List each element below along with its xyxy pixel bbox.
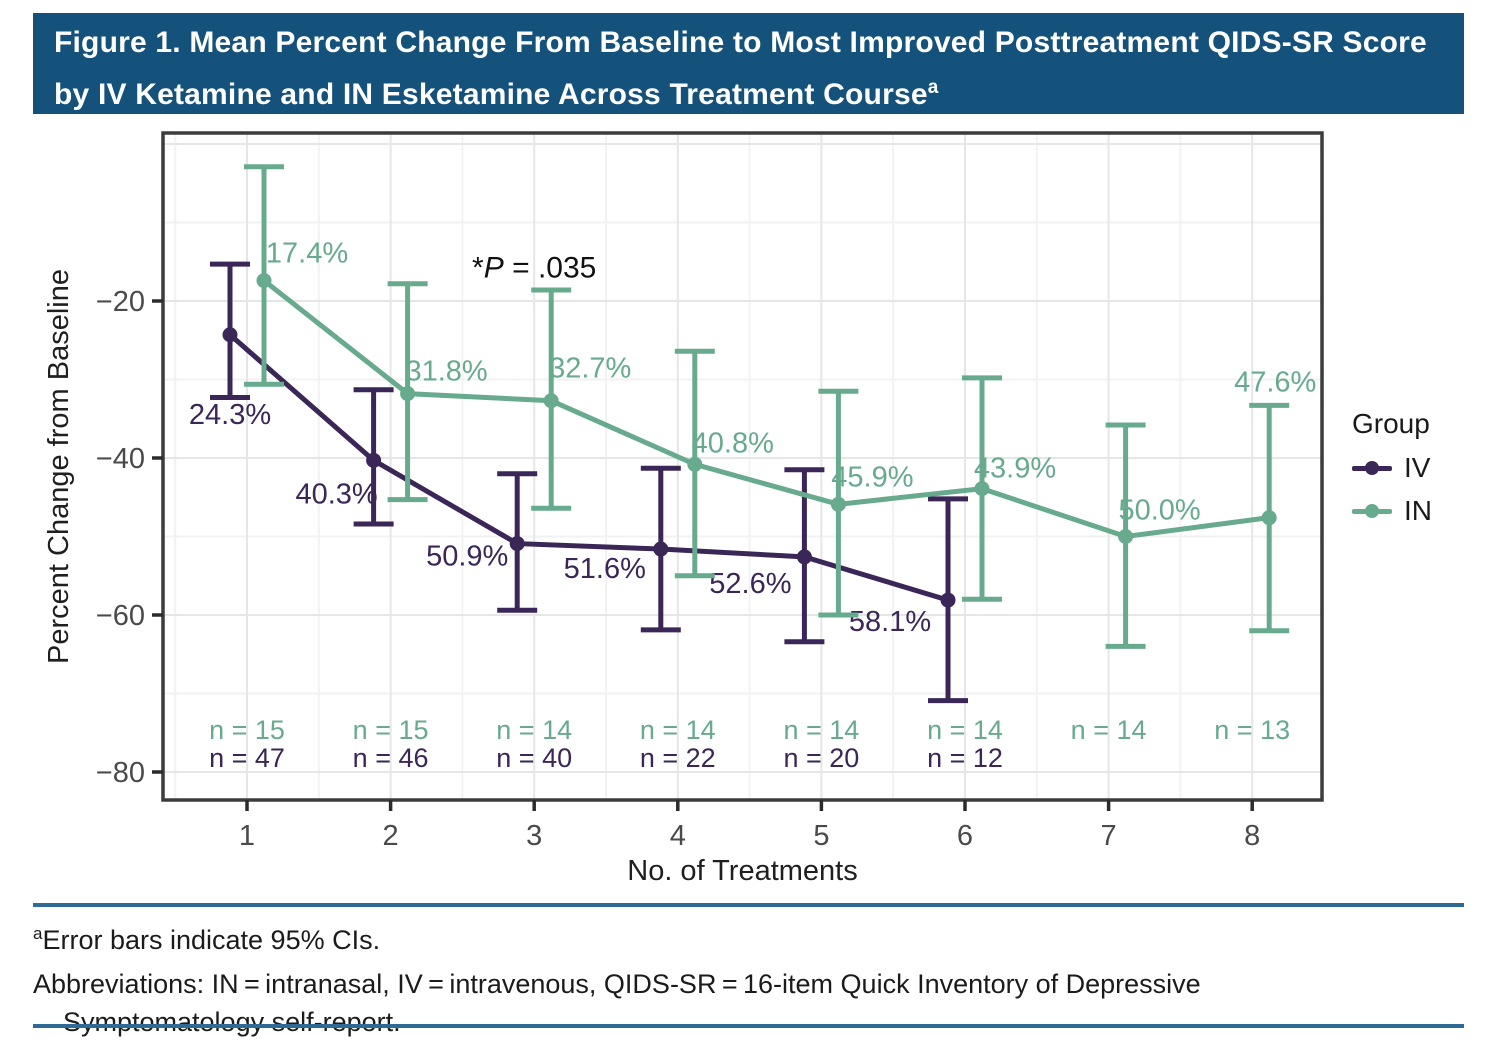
svg-text:Percent Change from Baseline: Percent Change from Baseline [43,269,75,664]
svg-text:6: 6 [957,820,973,852]
svg-text:58.1%: 58.1% [849,606,931,638]
svg-text:5: 5 [813,820,829,852]
svg-text:31.8%: 31.8% [405,356,487,388]
iv-line-dot-icon [1352,460,1392,476]
chart-canvas: 24.3%40.3%50.9% 51.6% 52.6%58.1%n = 47 n = … [43,131,1324,887]
point-labels-IN: 17.4% 31.8% 32.7% 40.8% 45.9% 43.9% 50.0% 47.6% [266,238,1316,527]
svg-text:7: 7 [1101,820,1117,852]
svg-text:−20: −20 [96,286,145,318]
svg-text:n = 13: n = 13 [1214,715,1290,745]
n-labels-IV: n = 47 n = 46 n = 40 n = 22 n = 20 n = 12 [209,743,1003,773]
svg-text:24.3%: 24.3% [189,399,271,431]
footnote-abbreviations: Abbreviations: IN = intranasal, IV = int… [33,969,1201,1037]
n-labels-IN: n = 15 n = 15 n = 14 n = 14 n = 14 n = 14 n = … [209,715,1290,745]
svg-text:32.7%: 32.7% [549,353,631,385]
footnote-divider-bottom [33,1024,1464,1028]
svg-text:50.0%: 50.0% [1118,495,1200,527]
title-footnote-marker: a [927,77,939,98]
svg-text:51.6%: 51.6% [564,553,646,585]
x-axis: 1 2 3 4 5 6 7 8 [239,800,1260,852]
svg-text:n = 12: n = 12 [927,743,1003,773]
svg-text:n = 46: n = 46 [353,743,429,773]
svg-text:n = 20: n = 20 [783,743,859,773]
svg-text:−80: −80 [96,757,145,789]
svg-text:50.9%: 50.9% [426,541,508,573]
svg-text:−40: −40 [96,443,145,475]
legend-item-in: IN [1352,495,1432,527]
legend-label-in: IN [1404,495,1432,526]
svg-text:1: 1 [239,820,255,852]
gridlines-major [163,133,1322,800]
footnote-error-bars: aError bars indicate 95% CIs. [33,924,381,955]
in-line-dot-icon [1352,503,1392,519]
legend-label-iv: IV [1404,452,1431,483]
svg-text:n = 14: n = 14 [927,715,1003,745]
gridlines-minor [163,133,1322,800]
footnote-divider-top [33,903,1464,907]
x-axis-title: No. of Treatments [627,855,858,887]
legend-title: Group [1352,408,1430,439]
svg-text:4: 4 [670,820,686,852]
series-IN [244,164,1290,649]
figure-title-banner: Figure 1. Mean Percent Change From Basel… [33,13,1464,114]
svg-text:45.9%: 45.9% [831,461,913,493]
svg-text:40.8%: 40.8% [692,427,774,459]
svg-text:8: 8 [1244,820,1260,852]
svg-text:47.6%: 47.6% [1234,367,1316,399]
svg-text:*P = .035: *P = .035 [472,252,596,285]
legend-item-iv: IV [1352,452,1432,484]
figure-title: Figure 1. Mean Percent Change From Basel… [54,26,1427,111]
svg-text:52.6%: 52.6% [709,568,791,600]
svg-text:n = 15: n = 15 [209,715,285,745]
svg-text:n = 47: n = 47 [209,743,285,773]
svg-text:n = 14: n = 14 [783,715,859,745]
p-value-annotation: *P = .035 [472,252,596,285]
footnotes: aError bars indicate 95% CIs. Abbreviati… [33,915,1343,1047]
svg-text:n = 14: n = 14 [640,715,716,745]
y-axis-title: Percent Change from Baseline [43,269,75,664]
svg-text:17.4%: 17.4% [266,238,348,270]
legend: Group IV IN [1352,408,1432,538]
svg-text:n = 14: n = 14 [496,715,572,745]
svg-text:n = 22: n = 22 [640,743,716,773]
svg-text:2: 2 [383,820,399,852]
svg-text:43.9%: 43.9% [974,453,1056,485]
svg-text:No. of Treatments: No. of Treatments [627,855,858,887]
point-labels-IV: 24.3% 40.3% 50.9% 51.6% 52.6% 58.1% [189,399,931,638]
svg-text:n = 40: n = 40 [496,743,572,773]
svg-text:n = 14: n = 14 [1071,715,1147,745]
svg-text:n = 15: n = 15 [353,715,429,745]
series-IV [210,261,968,704]
y-axis: −20 −40 −60 −80 [96,286,163,789]
svg-text:40.3%: 40.3% [295,478,377,510]
svg-text:−60: −60 [96,600,145,632]
svg-text:3: 3 [526,820,542,852]
plot-panel-border [161,131,1324,802]
chart-area: 24.3% 40.3% 50.9% 51.6% 52.6% 58.1% n = 47 n = … [43,131,1324,887]
